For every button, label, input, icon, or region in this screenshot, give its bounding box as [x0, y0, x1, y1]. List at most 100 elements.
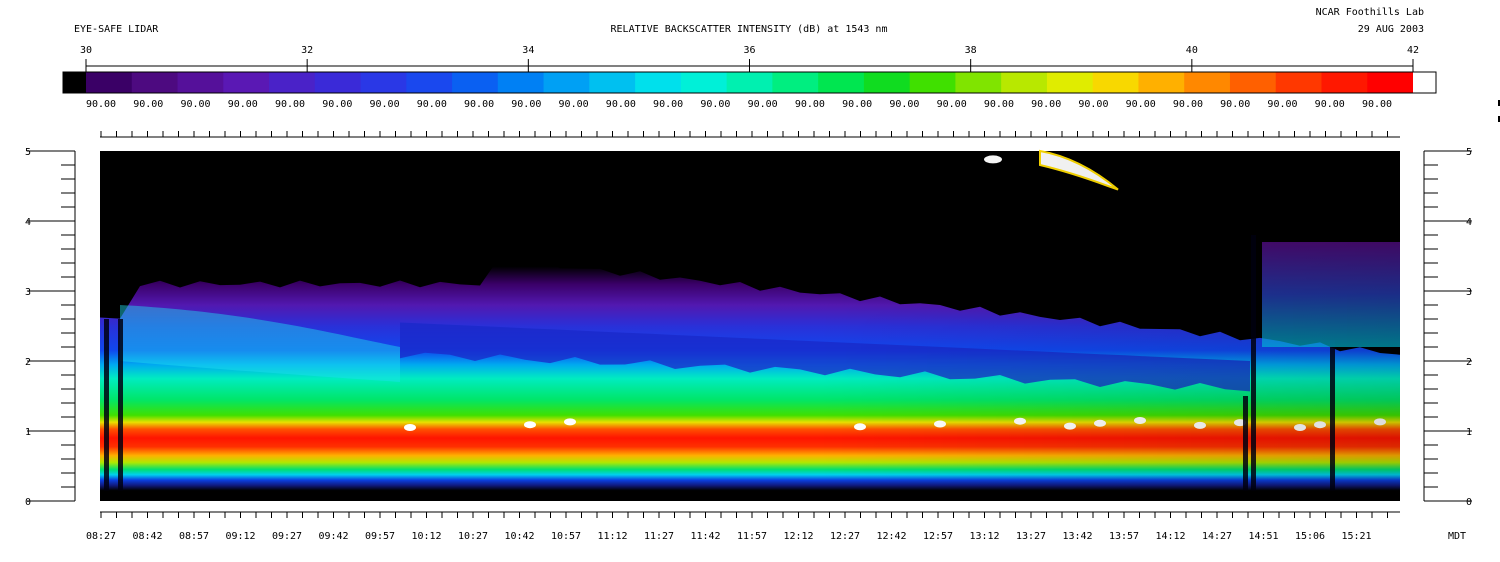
colorbar-bin-label: 90.00 [748, 99, 778, 110]
colorbar-swatch [1001, 72, 1048, 93]
heatmap [100, 149, 1400, 501]
time-label: 09:27 [272, 531, 302, 542]
colorbar-swatch [818, 72, 865, 93]
time-label: 12:12 [783, 531, 813, 542]
colorbar-bin-label: 90.00 [1078, 99, 1108, 110]
colorbar-swatch [955, 72, 1002, 93]
colorbar-swatch [635, 72, 682, 93]
colorbar-swatch [1275, 72, 1323, 93]
colorbar-bin-label: 90.00 [1220, 99, 1250, 110]
instrument-title: EYE-SAFE LIDAR [74, 24, 159, 35]
time-label: 08:57 [179, 531, 209, 542]
colorbar-swatch [1138, 72, 1185, 93]
colorbar-bin-label: 90.00 [606, 99, 636, 110]
edge-mark [1498, 100, 1500, 106]
edge-mark [1498, 116, 1500, 122]
colorbar-bin-label: 90.00 [86, 99, 116, 110]
colorbar-swatch [863, 72, 911, 93]
colorbar-swatch [406, 72, 453, 93]
time-label: 10:27 [458, 531, 488, 542]
colorbar-overflow [1413, 72, 1436, 93]
height-label-left: 2 [25, 357, 31, 368]
time-label: 09:42 [318, 531, 348, 542]
height-label-right: 5 [1466, 147, 1472, 158]
axes: 0 0 1 1 2 2 3 3 4 4 5 5 08:27 08:42 08:57 09:12 09:27 09:… [25, 100, 1500, 542]
time-label: 08:42 [132, 531, 162, 542]
colorbar-swatch [726, 72, 773, 93]
colorbar-swatch [589, 72, 636, 93]
time-label: 13:42 [1062, 531, 1092, 542]
colorbar-swatch [543, 72, 590, 93]
colorbar-swatch [909, 72, 957, 93]
colorbar-tick-label: 38 [965, 45, 977, 56]
colorbar-bin-label: 90.00 [1173, 99, 1203, 110]
plot-title: RELATIVE BACKSCATTER INTENSITY (dB) at 1… [611, 24, 888, 35]
colorbar-bin-label: 90.00 [1031, 99, 1061, 110]
colorbar: 30 32 34 36 38 40 42 90.00 90.00 90.00 90.00 90.00 9… [62, 45, 1437, 110]
colorbar-swatch [1092, 72, 1140, 93]
colorbar-swatch [177, 72, 224, 93]
timezone-label: MDT [1448, 531, 1466, 542]
colorbar-bin-label: 90.00 [464, 99, 494, 110]
time-label: 12:27 [830, 531, 860, 542]
colorbar-swatch [1046, 72, 1094, 93]
colorbar-swatch [497, 72, 545, 93]
time-label: 10:12 [411, 531, 441, 542]
colorbar-tick-label: 40 [1186, 45, 1198, 56]
height-label-left: 3 [25, 287, 31, 298]
colorbar-tick-label: 36 [743, 45, 755, 56]
colorbar-swatch [1229, 72, 1277, 93]
colorbar-bin-label: 90.00 [937, 99, 967, 110]
colorbar-swatch [131, 72, 179, 93]
time-label: 13:12 [969, 531, 999, 542]
colorbar-bin-label: 90.00 [984, 99, 1014, 110]
colorbar-swatch [360, 72, 407, 93]
colorbar-tick-label: 34 [522, 45, 534, 56]
time-label: 09:12 [225, 531, 255, 542]
colorbar-swatch [86, 72, 133, 93]
colorbar-bin-label: 90.00 [842, 99, 872, 110]
colorbar-bin-label: 90.00 [1362, 99, 1392, 110]
colorbar-bin-label: 90.00 [653, 99, 683, 110]
height-label-right: 0 [1466, 497, 1472, 508]
time-label: 11:12 [597, 531, 627, 542]
colorbar-swatch [314, 72, 362, 93]
time-label: 10:57 [551, 531, 581, 542]
time-label: 14:51 [1248, 531, 1278, 542]
plot-date: 29 AUG 2003 [1358, 24, 1424, 35]
time-label: 12:57 [923, 531, 953, 542]
height-label-left: 4 [25, 217, 31, 228]
colorbar-swatch [1184, 72, 1231, 93]
time-label: 13:57 [1109, 531, 1139, 542]
colorbar-tick-label: 30 [80, 45, 92, 56]
shading-overlay [100, 151, 1400, 501]
site-name: NCAR Foothills Lab [1316, 7, 1424, 18]
colorbar-bin-label: 90.00 [417, 99, 447, 110]
colorbar-bin-label: 90.00 [1126, 99, 1156, 110]
height-label-left: 1 [25, 427, 31, 438]
colorbar-bin-label: 90.00 [133, 99, 163, 110]
time-label: 15:21 [1341, 531, 1371, 542]
height-label-right: 1 [1466, 427, 1472, 438]
time-label: 14:12 [1155, 531, 1185, 542]
colorbar-swatch [452, 72, 499, 93]
colorbar-bin-label: 90.00 [795, 99, 825, 110]
colorbar-swatch [1321, 72, 1368, 93]
time-label: 11:27 [644, 531, 674, 542]
time-label: 09:57 [365, 531, 395, 542]
colorbar-bin-label: 90.00 [180, 99, 210, 110]
colorbar-underflow [63, 72, 86, 93]
colorbar-swatch [269, 72, 316, 93]
colorbar-bin-label: 90.00 [370, 99, 400, 110]
colorbar-bin-label: 90.00 [1315, 99, 1345, 110]
colorbar-bin-label: 90.00 [559, 99, 589, 110]
colorbar-swatch [223, 72, 270, 93]
colorbar-bin-label: 90.00 [889, 99, 919, 110]
colorbar-bin-label: 90.00 [228, 99, 258, 110]
height-label-left: 5 [25, 147, 31, 158]
time-label: 10:42 [504, 531, 534, 542]
time-label: 12:42 [876, 531, 906, 542]
colorbar-tick-label: 42 [1407, 45, 1419, 56]
colorbar-bin-label: 90.00 [700, 99, 730, 110]
height-label-right: 2 [1466, 357, 1472, 368]
